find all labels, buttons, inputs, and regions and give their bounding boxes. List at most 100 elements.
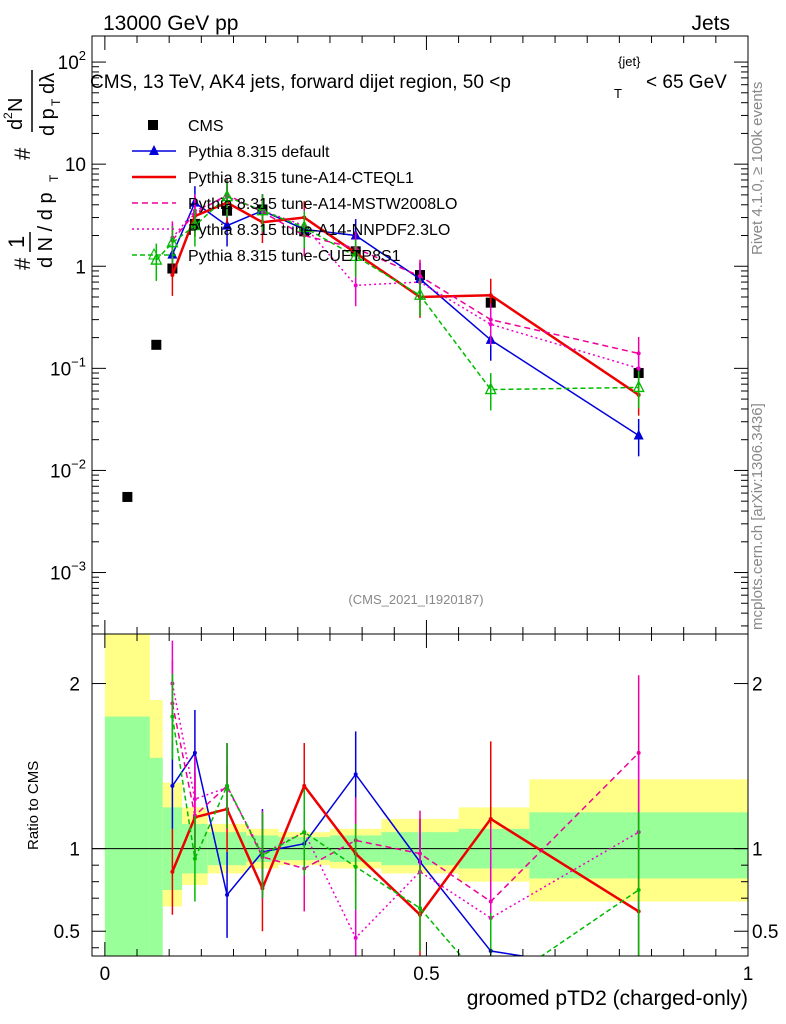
plot-title-sup: {jet} <box>618 54 641 69</box>
svg-text:2: 2 <box>1 112 15 119</box>
analysis-watermark: (CMS_2021_I1920187) <box>348 592 483 607</box>
ratio-point <box>353 772 358 777</box>
legend-label: Pythia 8.315 tune-A14-CTEQL1 <box>188 170 414 187</box>
legend-label: Pythia 8.315 tune-A14-MSTW2008LO <box>188 196 457 213</box>
ratio-point <box>637 972 641 976</box>
ratio-panel-series <box>170 640 641 976</box>
tick-exponent: 2 <box>79 48 86 63</box>
legend-marker <box>149 145 159 155</box>
data-point <box>413 287 427 300</box>
data-point <box>151 339 162 350</box>
data-point <box>353 283 358 288</box>
svg-text:#: # <box>10 257 35 270</box>
ratio-point <box>302 783 307 788</box>
svg-text:dλ: dλ <box>37 73 59 94</box>
ratio-point <box>170 783 175 788</box>
data-point <box>488 322 493 327</box>
legend-item-pythia-8-315-tune-a14-mstw2008lo: Pythia 8.315 tune-A14-MSTW2008LO <box>132 196 457 213</box>
tick-base: 10 <box>50 564 71 585</box>
tick-base: 10 <box>50 461 71 482</box>
data-point <box>256 203 269 216</box>
tick-exponent: −1 <box>71 354 86 369</box>
legend-label: Pythia 8.315 tune-A14-NNPDF2.3LO <box>188 222 450 239</box>
main-y-tick-label: 10−2 <box>50 456 86 482</box>
data-point <box>166 235 179 248</box>
mcplots-reference-text: mcplots.cern.ch [arXiv:1306.3436] <box>749 403 766 630</box>
ratio-point <box>260 853 265 858</box>
energy-label: 13000 GeV pp <box>103 12 238 35</box>
svg-text:1: 1 <box>4 236 29 248</box>
data-point <box>633 429 644 440</box>
data-point <box>632 379 645 393</box>
legend-item-pythia-8-315-tune-a14-cteql1: Pythia 8.315 tune-A14-CTEQL1 <box>132 170 414 187</box>
ratio-point <box>636 887 641 892</box>
ratio-point <box>192 856 197 861</box>
data-point <box>488 293 493 298</box>
ratio-point <box>302 830 307 835</box>
data-point <box>221 189 234 202</box>
legend-label: Pythia 8.315 default <box>188 144 330 161</box>
data-point <box>349 248 362 262</box>
ratio-point <box>418 906 422 911</box>
legend-item-pythia-8-315-tune-cuetp8s1: Pythia 8.315 tune-CUETP8S1 <box>132 247 401 265</box>
ratio-point <box>225 783 230 788</box>
ratio-point <box>170 869 175 874</box>
ratio-y-tick-label-left: 1 <box>69 840 80 861</box>
series-line <box>171 195 639 370</box>
x-tick-label: 1 <box>743 964 754 985</box>
series-pythia-8-315-tune-cuetp8s1 <box>150 180 645 411</box>
data-point <box>636 366 641 371</box>
x-tick-label: 0 <box>100 964 111 985</box>
ratio-point <box>488 816 493 821</box>
legend-marker <box>148 120 158 130</box>
svg-text:T: T <box>49 98 63 106</box>
main-y-tick-label: 10−1 <box>50 354 86 380</box>
x-tick-label: 0.5 <box>413 964 439 985</box>
data-point <box>188 218 201 231</box>
plot-title-sub: T <box>614 86 622 101</box>
data-point <box>222 219 233 230</box>
ratio-y-axis-label: Ratio to CMS <box>25 761 42 850</box>
legend-item-pythia-8-315-tune-a14-nnpdf2-3lo: Pythia 8.315 tune-A14-NNPDF2.3LO <box>132 222 450 239</box>
svg-text:N: N <box>5 98 27 112</box>
main-y-tick-label: 10−3 <box>50 559 86 585</box>
ratio-y-tick-label-right: 1 <box>752 840 763 861</box>
svg-text:d p: d p <box>37 108 59 136</box>
data-point <box>122 491 133 502</box>
rivet-version-text: Rivet 4.1.0, ≥ 100k events <box>749 82 766 255</box>
series-line <box>155 195 639 391</box>
legend-label: Pythia 8.315 tune-CUETP8S1 <box>188 248 401 265</box>
tick-base: 10 <box>50 359 71 380</box>
band-inner-bin <box>149 757 163 956</box>
ratio-point <box>353 864 358 869</box>
ratio-series-pythia-8-315-tune-cuetp8s1 <box>170 673 641 956</box>
tick-exponent: −3 <box>71 559 86 574</box>
ratio-point <box>353 935 358 940</box>
legend-item-cms: CMS <box>148 118 224 135</box>
ratio-y-tick-label-right: 0.5 <box>752 922 778 943</box>
tick-base: 10 <box>58 53 79 74</box>
legend-label: CMS <box>188 118 224 135</box>
band-inner-bin <box>104 716 150 956</box>
plot-title: CMS, 13 TeV, AK4 jets, forward dijet reg… <box>90 50 727 103</box>
legend-marker <box>148 247 160 260</box>
main-y-tick-label: 1 <box>75 257 86 278</box>
ratio-frame <box>91 633 749 957</box>
ratio-point <box>192 750 197 755</box>
ratio-point <box>192 797 197 802</box>
legend: CMS Pythia 8.315 default Pythia 8.315 tune… <box>132 118 457 265</box>
main-y-tick-label: 102 <box>58 48 86 74</box>
svg-text:#: # <box>10 147 35 160</box>
ratio-point <box>225 892 230 897</box>
legend-item-pythia-8-315-default: Pythia 8.315 default <box>132 144 330 161</box>
ratio-point <box>170 714 175 719</box>
main-y-tick-label: 10 <box>65 155 86 176</box>
x-axis-label: groomed pTD2 (charged-only) <box>467 987 748 1010</box>
data-point <box>298 219 311 233</box>
data-point <box>170 273 175 278</box>
main-y-axis-label: # 1 d N / d p T # d 2 N d p T dλ <box>1 70 63 270</box>
plot-title-main: CMS, 13 TeV, AK4 jets, forward dijet reg… <box>90 72 511 93</box>
ratio-y-tick-label-left: 0.5 <box>54 922 80 943</box>
